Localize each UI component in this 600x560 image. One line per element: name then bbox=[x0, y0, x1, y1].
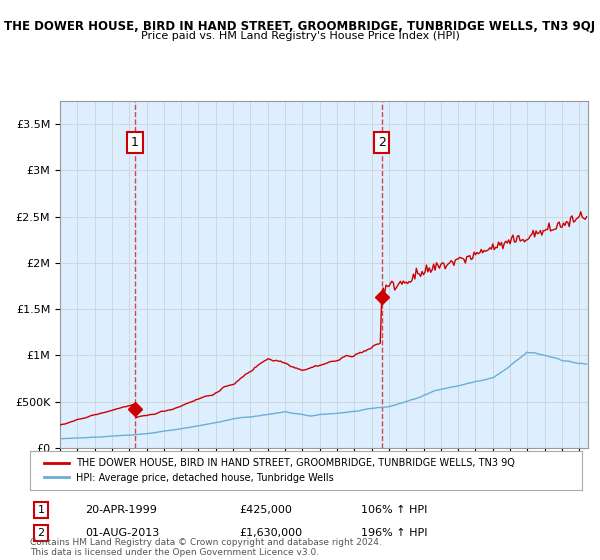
Text: £425,000: £425,000 bbox=[240, 505, 293, 515]
Text: 1: 1 bbox=[38, 505, 44, 515]
Text: 01-AUG-2013: 01-AUG-2013 bbox=[85, 528, 160, 538]
Text: 2: 2 bbox=[378, 136, 386, 149]
Text: 106% ↑ HPI: 106% ↑ HPI bbox=[361, 505, 428, 515]
Text: 20-APR-1999: 20-APR-1999 bbox=[85, 505, 157, 515]
Text: £1,630,000: £1,630,000 bbox=[240, 528, 303, 538]
Text: 1: 1 bbox=[131, 136, 139, 149]
Text: 2: 2 bbox=[37, 528, 44, 538]
Text: Price paid vs. HM Land Registry's House Price Index (HPI): Price paid vs. HM Land Registry's House … bbox=[140, 31, 460, 41]
Text: Contains HM Land Registry data © Crown copyright and database right 2024.
This d: Contains HM Land Registry data © Crown c… bbox=[30, 538, 382, 557]
Legend: THE DOWER HOUSE, BIRD IN HAND STREET, GROOMBRIDGE, TUNBRIDGE WELLS, TN3 9Q, HPI:: THE DOWER HOUSE, BIRD IN HAND STREET, GR… bbox=[40, 454, 519, 487]
Text: 196% ↑ HPI: 196% ↑ HPI bbox=[361, 528, 428, 538]
Text: THE DOWER HOUSE, BIRD IN HAND STREET, GROOMBRIDGE, TUNBRIDGE WELLS, TN3 9QJ: THE DOWER HOUSE, BIRD IN HAND STREET, GR… bbox=[4, 20, 596, 32]
